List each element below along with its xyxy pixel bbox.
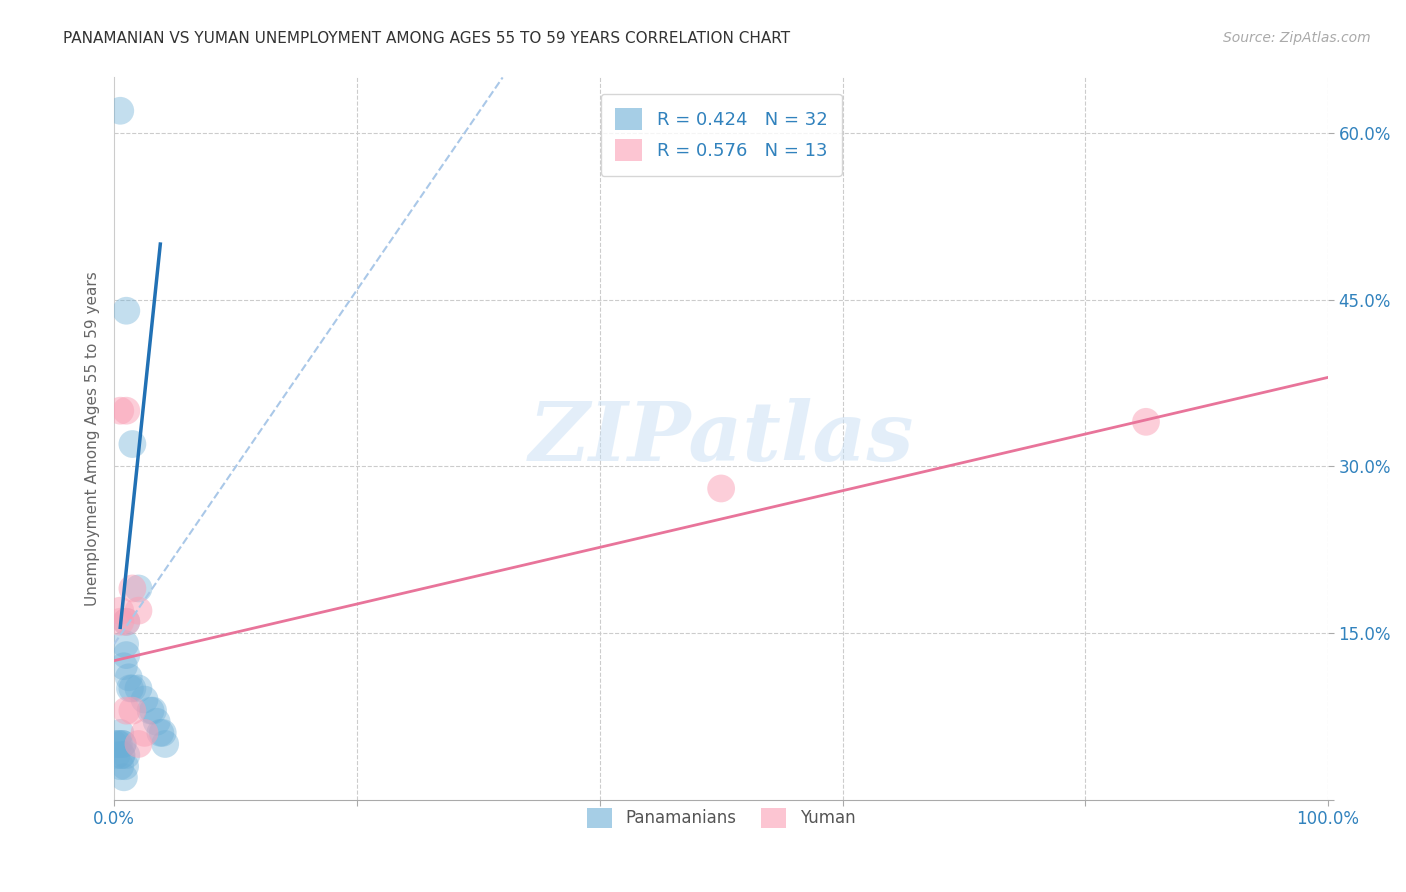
Point [110,403,132,417]
Point [110,759,132,773]
Point [103,737,125,751]
Legend: Panamanians, Yuman: Panamanians, Yuman [581,801,862,835]
Point [115,704,138,718]
Point [153,737,176,751]
Point [134,726,156,740]
Point [115,615,138,629]
Point [118,681,141,696]
Point [145,714,167,729]
Point [111,737,134,751]
Point [710,482,733,496]
Point [149,726,172,740]
Point [110,748,132,763]
Text: ZIPatlas: ZIPatlas [529,399,914,478]
Point [121,704,143,718]
Point [110,615,132,629]
Point [115,403,138,417]
Point [112,770,135,784]
Point [134,692,156,706]
Point [127,681,149,696]
Point [127,604,149,618]
Point [115,615,138,629]
Point [152,726,174,740]
Point [115,748,138,763]
Point [127,582,149,596]
Point [1135,415,1157,429]
Point [115,648,138,662]
Point [112,659,135,673]
Point [110,604,132,618]
Point [127,737,149,751]
Point [118,670,141,684]
Point [139,704,162,718]
Point [110,726,132,740]
Point [115,303,138,318]
Text: PANAMANIAN VS YUMAN UNEMPLOYMENT AMONG AGES 55 TO 59 YEARS CORRELATION CHART: PANAMANIAN VS YUMAN UNEMPLOYMENT AMONG A… [63,31,790,46]
Point [110,748,132,763]
Point [114,759,136,773]
Y-axis label: Unemployment Among Ages 55 to 59 years: Unemployment Among Ages 55 to 59 years [86,271,100,606]
Point [111,737,134,751]
Point [114,637,136,651]
Point [121,681,143,696]
Text: Source: ZipAtlas.com: Source: ZipAtlas.com [1223,31,1371,45]
Point [121,582,143,596]
Point [110,103,132,118]
Point [142,704,165,718]
Point [105,748,128,763]
Point [121,437,143,451]
Point [107,737,129,751]
Point [108,737,131,751]
